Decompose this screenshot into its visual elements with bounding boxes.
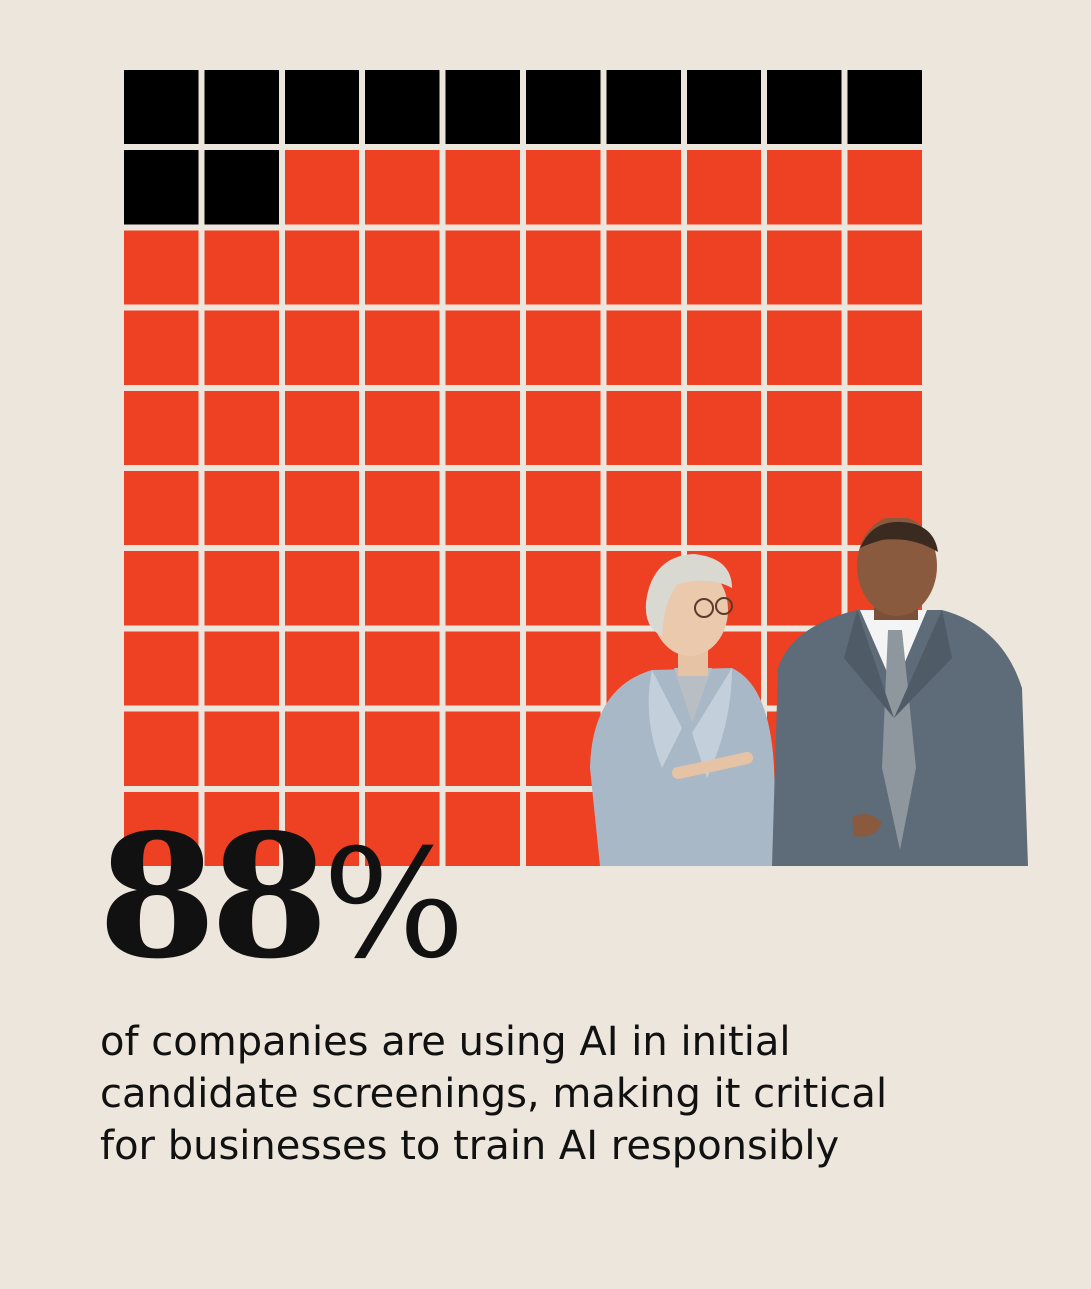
waffle-cell-highlight [606,390,681,465]
waffle-cell-highlight [284,791,360,866]
waffle-cell-highlight [204,390,279,465]
waffle-cell-highlight [365,711,440,786]
waffle-cell-highlight [767,230,842,305]
waffle-cell-highlight [365,150,440,225]
waffle-cell-highlight [365,631,440,706]
waffle-cell-highlight [284,711,360,786]
waffle-cell-highlight [445,471,520,546]
waffle-cell-highlight [124,711,199,786]
waffle-cell-highlight [284,310,360,385]
waffle-cell-highlight [526,791,601,866]
waffle-chart [124,70,922,866]
waffle-cell-highlight [445,551,520,626]
man-figure [772,518,1028,866]
waffle-cell-highlight [124,230,199,305]
waffle-cell-remainder [204,150,279,225]
waffle-cell-highlight [365,310,440,385]
waffle-cell-highlight [365,390,440,465]
waffle-cell-highlight [124,631,199,706]
waffle-cell-highlight [606,471,681,546]
woman-figure [590,554,778,866]
waffle-cell-remainder [124,150,199,225]
waffle-cell-highlight [526,150,601,225]
waffle-cell-remainder [204,70,279,145]
waffle-cell-highlight [284,150,360,225]
waffle-cell-highlight [526,471,601,546]
waffle-cell-highlight [204,551,279,626]
waffle-cell-highlight [686,390,762,465]
waffle-cell-highlight [284,471,360,546]
waffle-cell-highlight [124,310,199,385]
waffle-cell-highlight [767,150,842,225]
waffle-cell-highlight [767,471,842,546]
waffle-cell-highlight [526,390,601,465]
waffle-cell-highlight [767,310,842,385]
waffle-cell-highlight [445,791,520,866]
waffle-cell-highlight [445,711,520,786]
waffle-cell-highlight [445,631,520,706]
waffle-cell-remainder [284,70,360,145]
waffle-cell-highlight [365,471,440,546]
waffle-cell-remainder [686,70,762,145]
waffle-cell-highlight [606,310,681,385]
waffle-cell-remainder [606,70,681,145]
waffle-cell-highlight [847,150,922,225]
waffle-cell-highlight [526,631,601,706]
waffle-cell-highlight [365,230,440,305]
waffle-cell-highlight [365,791,440,866]
headline-stat: 88% [98,812,465,983]
waffle-cell-highlight [204,711,279,786]
caption-line-2: candidate screenings, making it critical [100,1071,888,1117]
waffle-cell-highlight [204,230,279,305]
waffle-cell-highlight [767,390,842,465]
waffle-cell-highlight [284,631,360,706]
waffle-cell-highlight [686,471,762,546]
waffle-cell-highlight [606,150,681,225]
waffle-cell-highlight [445,230,520,305]
caption-line-3: for businesses to train AI responsibly [100,1123,840,1169]
waffle-cell-highlight [124,471,199,546]
caption-line-1: of companies are using AI in initial [100,1019,791,1065]
waffle-cell-highlight [204,310,279,385]
waffle-cell-remainder [526,70,601,145]
waffle-cell-highlight [204,471,279,546]
waffle-cell-highlight [284,390,360,465]
waffle-cell-highlight [124,551,199,626]
waffle-cell-highlight [124,390,199,465]
business-people-photo-icon [590,518,1028,866]
waffle-cell-remainder [124,70,199,145]
stat-number: 88 [98,797,329,997]
stat-caption: of companies are using AI in initial can… [100,1016,1060,1172]
waffle-cell-remainder [365,70,440,145]
waffle-cell-highlight [204,631,279,706]
waffle-cell-highlight [847,230,922,305]
waffle-cell-highlight [445,310,520,385]
waffle-cell-highlight [686,230,762,305]
waffle-cell-highlight [284,230,360,305]
waffle-cell-highlight [526,551,601,626]
waffle-cell-highlight [365,551,440,626]
waffle-cell-highlight [526,230,601,305]
waffle-cell-highlight [526,711,601,786]
waffle-cell-highlight [686,310,762,385]
waffle-cell-remainder [445,70,520,145]
waffle-cell-highlight [124,791,199,866]
waffle-cell-highlight [847,390,922,465]
waffle-cell-remainder [847,70,922,145]
waffle-cell-highlight [526,310,601,385]
waffle-cell-highlight [847,310,922,385]
waffle-cell-highlight [204,791,279,866]
stat-percent-sign: % [322,818,466,992]
waffle-cell-highlight [445,150,520,225]
waffle-cell-remainder [767,70,842,145]
waffle-cell-highlight [686,150,762,225]
waffle-cell-highlight [445,390,520,465]
waffle-cell-highlight [767,551,842,626]
waffle-cell-highlight [606,230,681,305]
waffle-cell-highlight [284,551,360,626]
